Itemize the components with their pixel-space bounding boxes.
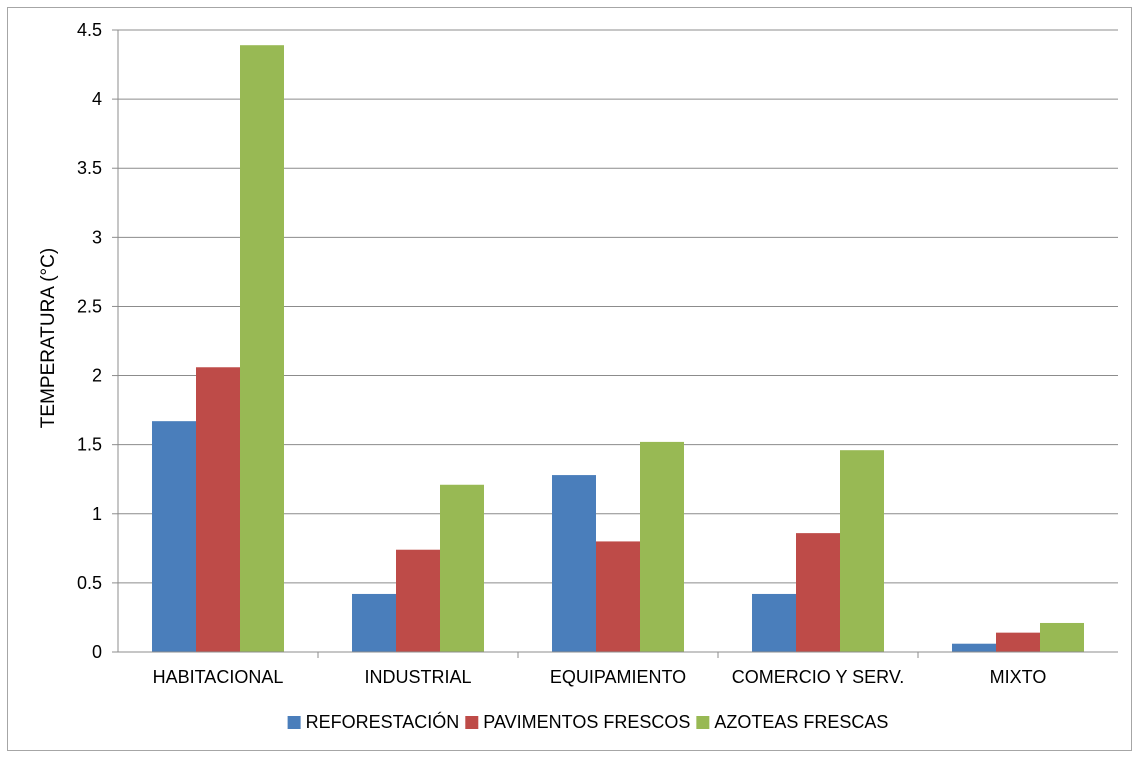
x-tick-label: HABITACIONAL — [153, 667, 284, 687]
x-tick-label: MIXTO — [990, 667, 1047, 687]
y-tick-label: 1.5 — [77, 435, 102, 455]
legend-label: AZOTEAS FRESCAS — [714, 712, 888, 732]
bar — [796, 533, 840, 652]
legend-label: PAVIMENTOS FRESCOS — [483, 712, 690, 732]
bar — [596, 541, 640, 652]
y-tick-label: 4.5 — [77, 20, 102, 40]
bar — [640, 441, 684, 652]
y-tick-label: 4 — [92, 89, 102, 109]
legend-label: REFORESTACIÓN — [306, 711, 460, 732]
x-tick-label: INDUSTRIAL — [364, 667, 471, 687]
bar — [196, 367, 240, 652]
y-tick-label: 2 — [92, 366, 102, 386]
gridlines — [118, 29, 1118, 584]
legend-swatch — [287, 716, 301, 729]
bar — [840, 450, 884, 652]
bar — [1040, 622, 1084, 652]
bar — [396, 549, 440, 652]
bar — [440, 484, 484, 652]
y-tick-label: 2.5 — [77, 296, 102, 316]
bar — [752, 593, 796, 652]
bar — [152, 421, 196, 652]
x-tick-label: EQUIPAMIENTO — [550, 667, 686, 687]
y-tick-label: 3 — [92, 227, 102, 247]
legend-swatch — [696, 716, 710, 729]
bar — [352, 593, 396, 652]
bar — [240, 45, 284, 652]
legend: REFORESTACIÓN PAVIMENTOS FRESCOS AZOTEAS F… — [287, 711, 888, 732]
bars — [152, 45, 1084, 652]
bar — [552, 475, 596, 652]
y-tick-label: 1 — [92, 504, 102, 524]
y-tick-label: 0.5 — [77, 573, 102, 593]
chart-frame — [7, 7, 1132, 751]
y-tick-label: 0 — [92, 642, 102, 662]
x-tick-label: COMERCIO Y SERV. — [732, 667, 904, 687]
legend-swatch — [465, 716, 479, 729]
bar — [952, 643, 996, 652]
y-axis-label: TEMPERATURA (°C) — [38, 248, 59, 428]
axes: 0 0.5 1 1.5 2 2.5 3 3.5 4 4.5 HABITACIONAL INDUSTRI… — [77, 20, 1118, 687]
bar — [996, 632, 1040, 652]
y-tick-label: 3.5 — [77, 158, 102, 178]
